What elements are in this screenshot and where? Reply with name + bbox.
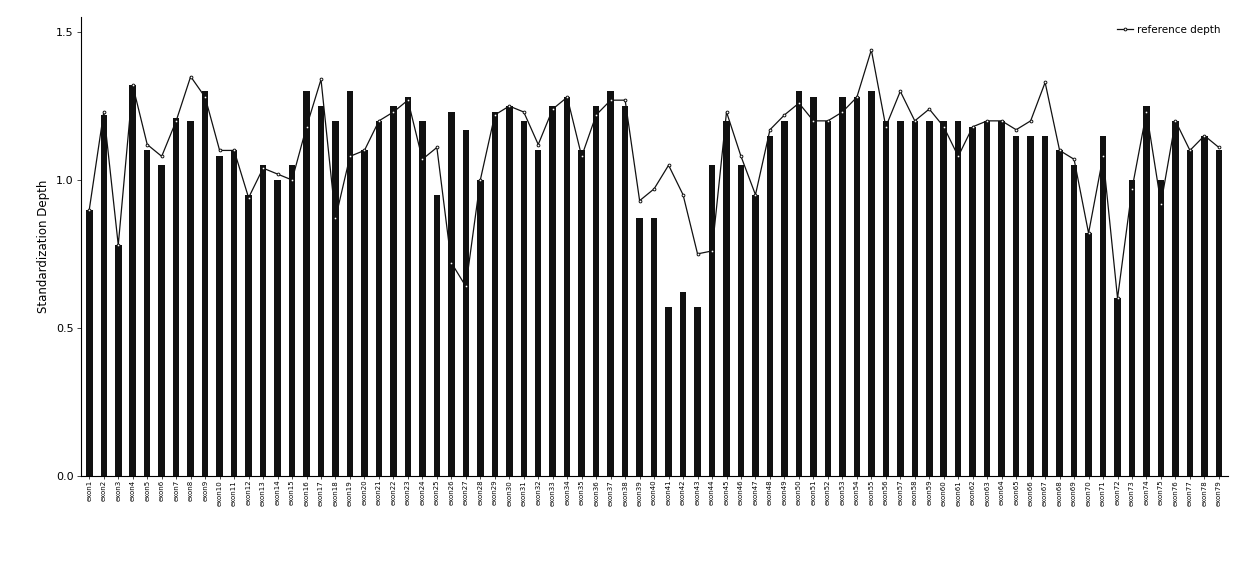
Bar	[100, 115, 107, 476]
reference depth	[1110, 295, 1125, 302]
Bar	[1071, 165, 1078, 476]
Bar	[796, 91, 802, 476]
Bar	[680, 292, 686, 476]
Bar	[463, 130, 469, 476]
Bar	[1100, 136, 1106, 476]
Bar	[317, 106, 325, 476]
reference depth	[357, 147, 372, 154]
Bar	[564, 97, 570, 476]
Bar	[419, 121, 425, 476]
Bar	[448, 112, 455, 476]
reference depth	[734, 153, 749, 160]
Line: reference depth: reference depth	[88, 49, 1220, 300]
Bar	[622, 106, 629, 476]
Bar	[1172, 121, 1179, 476]
Bar	[926, 121, 932, 476]
Bar	[636, 219, 642, 476]
Bar	[347, 91, 353, 476]
Legend: reference depth: reference depth	[1112, 20, 1224, 39]
Y-axis label: Standardization Depth: Standardization Depth	[37, 180, 51, 313]
Bar	[709, 165, 715, 476]
Bar	[115, 245, 122, 476]
Bar	[361, 150, 368, 476]
Bar	[1056, 150, 1063, 476]
Bar	[940, 121, 947, 476]
Bar	[86, 209, 93, 476]
Bar	[159, 165, 165, 476]
Bar	[172, 118, 180, 476]
Bar	[1085, 233, 1092, 476]
reference depth	[546, 106, 560, 113]
reference depth	[1211, 144, 1226, 151]
Bar	[883, 121, 889, 476]
Bar	[970, 127, 976, 476]
Bar	[578, 150, 585, 476]
Bar	[781, 121, 787, 476]
Bar	[694, 307, 701, 476]
Bar	[434, 195, 440, 476]
Bar	[810, 97, 817, 476]
Bar	[202, 91, 208, 476]
Bar	[608, 91, 614, 476]
Bar	[753, 195, 759, 476]
Bar	[1028, 136, 1034, 476]
Bar	[1158, 180, 1164, 476]
Bar	[766, 136, 774, 476]
Bar	[260, 165, 267, 476]
Bar	[1143, 106, 1149, 476]
reference depth	[531, 141, 546, 148]
Bar	[897, 121, 904, 476]
Bar	[144, 150, 150, 476]
Bar	[477, 180, 484, 476]
Bar	[289, 165, 295, 476]
Bar	[304, 91, 310, 476]
Bar	[738, 165, 744, 476]
reference depth	[386, 108, 401, 115]
reference depth	[864, 46, 879, 53]
Bar	[839, 97, 846, 476]
Bar	[825, 121, 831, 476]
Bar	[231, 150, 237, 476]
Bar	[853, 97, 861, 476]
Bar	[404, 97, 412, 476]
Bar	[723, 121, 730, 476]
Bar	[955, 121, 961, 476]
reference depth	[921, 106, 936, 113]
Bar	[521, 121, 527, 476]
Bar	[506, 106, 512, 476]
Bar	[549, 106, 556, 476]
Bar	[1202, 136, 1208, 476]
Bar	[534, 150, 542, 476]
reference depth	[82, 206, 97, 213]
Bar	[1128, 180, 1136, 476]
Bar	[1215, 150, 1223, 476]
Bar	[129, 85, 136, 476]
Bar	[983, 121, 991, 476]
Bar	[868, 91, 874, 476]
Bar	[593, 106, 599, 476]
Bar	[666, 307, 672, 476]
Bar	[376, 121, 382, 476]
Bar	[911, 121, 918, 476]
Bar	[998, 121, 1004, 476]
Bar	[1187, 150, 1193, 476]
Bar	[332, 121, 339, 476]
Bar	[216, 157, 223, 476]
Bar	[1115, 298, 1121, 476]
Bar	[246, 195, 252, 476]
Bar	[491, 112, 498, 476]
Bar	[1013, 136, 1019, 476]
Bar	[274, 180, 280, 476]
Bar	[187, 121, 193, 476]
Bar	[391, 106, 397, 476]
Bar	[651, 219, 657, 476]
Bar	[1042, 136, 1048, 476]
